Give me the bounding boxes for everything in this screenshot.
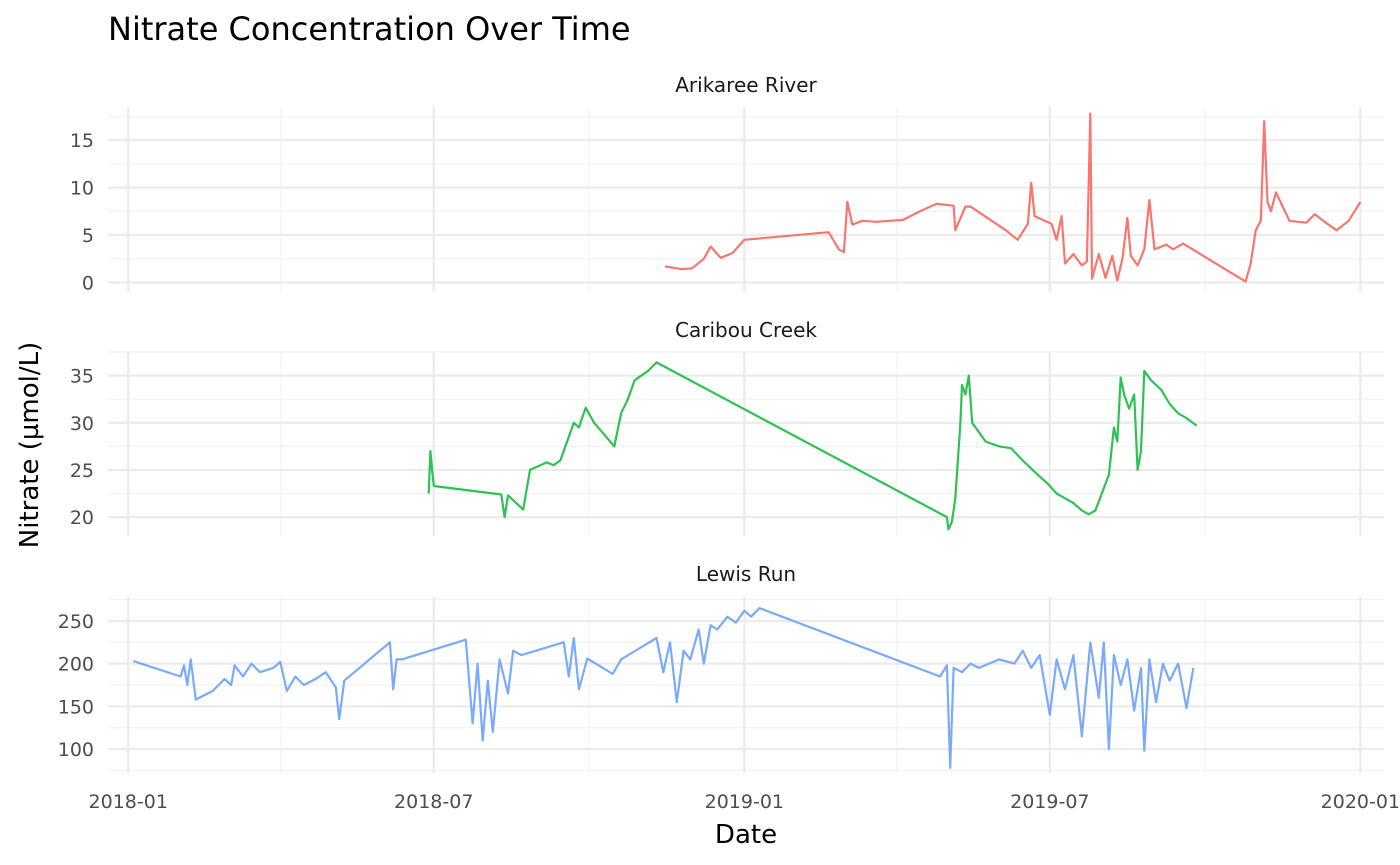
- panel-strip-label: Caribou Creek: [675, 318, 817, 342]
- y-tick-label: 0: [82, 273, 94, 295]
- y-tick-label: 20: [70, 507, 94, 529]
- y-tick-label: 10: [70, 178, 94, 200]
- series-line: [664, 112, 1362, 283]
- y-tick-label: 150: [58, 696, 94, 718]
- panel-strip-label: Arikaree River: [675, 73, 817, 97]
- x-tick-label: 2019-07: [1010, 791, 1089, 813]
- panel-arikaree-river: Arikaree River 0 5 10 15: [70, 73, 1384, 295]
- y-axis-title: Nitrate (µmol/L): [15, 342, 45, 548]
- y-tick-label: 25: [70, 460, 94, 482]
- x-tick-label: 2018-07: [394, 791, 473, 813]
- x-tick-label: 2019-01: [705, 791, 784, 813]
- y-tick-label: 200: [58, 654, 94, 676]
- y-tick-label: 30: [70, 413, 94, 435]
- y-tick-label: 5: [82, 225, 94, 247]
- y-tick-label: 100: [58, 739, 94, 761]
- x-axis-title: Date: [715, 820, 777, 850]
- series-line: [132, 607, 1195, 769]
- y-tick-label: 15: [70, 130, 94, 152]
- panel-strip-label: Lewis Run: [696, 562, 796, 586]
- panel-caribou-creek: Caribou Creek 20 25 30 35: [70, 318, 1384, 536]
- y-tick-label: 250: [58, 611, 94, 633]
- series-line: [427, 361, 1198, 531]
- panel-lewis-run: Lewis Run 100 150 200 250: [58, 562, 1384, 773]
- x-tick-label: 2020-01: [1321, 791, 1400, 813]
- x-tick-label: 2018-01: [89, 791, 168, 813]
- chart-title: Nitrate Concentration Over Time: [108, 10, 631, 48]
- y-tick-label: 35: [70, 366, 94, 388]
